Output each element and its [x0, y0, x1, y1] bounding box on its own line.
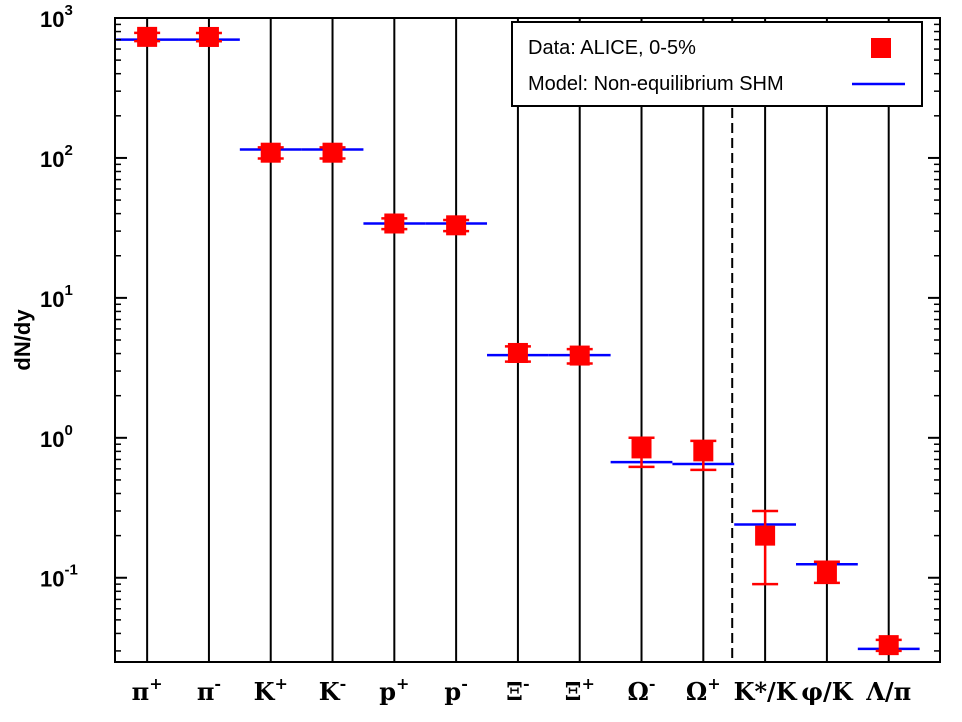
data-point-7: [569, 345, 590, 366]
data-point-12: [878, 635, 899, 656]
x-category-label-11: φ/K: [801, 677, 853, 706]
data-point-11: [816, 561, 837, 582]
y-tick-label: 100: [40, 422, 73, 452]
x-axis: π+ π- K+ K-p+ p- Ξ- Ξ+ Ω- Ω+ K*/K φ/K Λ/π: [132, 674, 912, 706]
data-point-9: [693, 441, 714, 462]
x-category-label-3: K-: [319, 674, 347, 706]
data-series: [134, 26, 902, 656]
x-category-label-10: K*/K: [734, 677, 798, 706]
data-point-5: [446, 215, 467, 236]
category-gridlines: [146, 18, 890, 662]
y-tick-label: 103: [40, 2, 73, 32]
x-category-label-9: Ω+: [686, 674, 721, 706]
legend: Data: ALICE, 0-5% Model: Non-equilibrium…: [511, 21, 923, 107]
data-point-8: [631, 438, 652, 459]
y-axis-label: dN/dy: [10, 309, 35, 371]
y-tick-label: 102: [40, 142, 73, 172]
y-tick-label: 101: [40, 282, 73, 312]
legend-box: [511, 21, 923, 107]
x-category-label-8: Ω-: [628, 674, 656, 706]
x-category-label-12: Λ/π: [865, 677, 911, 706]
data-point-0: [137, 26, 158, 47]
data-point-3: [322, 142, 343, 163]
x-category-label-6: Ξ-: [506, 674, 530, 706]
x-category-label-0: π+: [132, 674, 163, 706]
data-point-1: [198, 26, 219, 47]
x-category-label-1: π-: [197, 674, 221, 706]
data-point-10: [755, 525, 776, 546]
x-category-label-4: p+: [379, 674, 409, 706]
x-category-label-5: p-: [444, 674, 467, 706]
x-category-label-7: Ξ+: [565, 674, 595, 706]
legend-entry-model: Model: Non-equilibrium SHM: [528, 73, 784, 95]
y-tick-label: 10-1: [40, 562, 78, 592]
data-point-6: [507, 342, 528, 363]
y-axis: 103 102 101 100 10-1: [40, 2, 940, 652]
x-category-label-2: K+: [254, 674, 288, 706]
legend-marker-data: [871, 38, 891, 58]
legend-entry-data: Data: ALICE, 0-5%: [528, 37, 696, 59]
data-point-2: [260, 142, 281, 163]
data-point-4: [384, 213, 405, 234]
